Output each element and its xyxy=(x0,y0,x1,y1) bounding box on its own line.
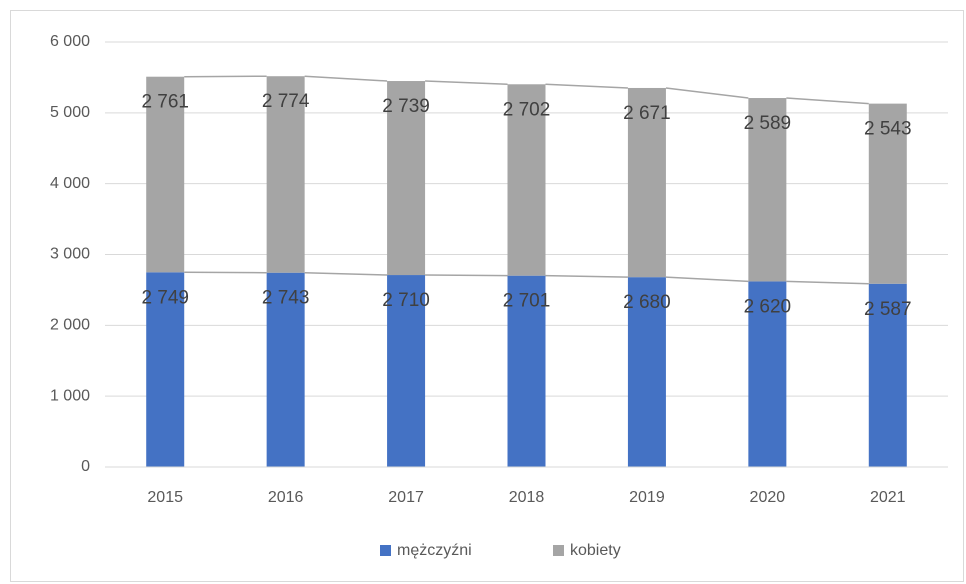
x-tick-label: 2018 xyxy=(509,489,545,506)
bar xyxy=(387,81,426,276)
value-label: 2 774 xyxy=(262,91,310,112)
x-tick-label: 2017 xyxy=(388,489,424,506)
value-label: 2 671 xyxy=(623,103,671,124)
series-line xyxy=(425,274,508,277)
y-tick-label: 4 000 xyxy=(50,175,90,192)
series-line xyxy=(665,276,749,283)
series-line xyxy=(786,97,869,105)
y-tick-label: 3 000 xyxy=(50,246,90,263)
value-label: 2 543 xyxy=(864,119,912,140)
x-tick-label: 2016 xyxy=(268,489,304,506)
value-label: 2 749 xyxy=(141,287,189,308)
legend-label: kobiety xyxy=(570,542,621,559)
legend-swatch xyxy=(380,545,391,556)
bar xyxy=(627,87,666,278)
bar xyxy=(748,98,787,282)
bar xyxy=(868,103,907,284)
bar xyxy=(748,281,787,467)
bar xyxy=(868,283,907,467)
x-tick-label: 2019 xyxy=(629,489,665,506)
series-line xyxy=(786,280,869,285)
series-line xyxy=(545,274,628,278)
bar xyxy=(146,76,185,273)
x-tick-label: 2015 xyxy=(147,489,183,506)
y-tick-label: 2 000 xyxy=(50,317,90,334)
value-label: 2 702 xyxy=(503,99,551,120)
series-line xyxy=(665,87,749,99)
bar xyxy=(266,76,305,273)
value-label: 2 680 xyxy=(623,292,671,313)
legend-swatch xyxy=(553,545,564,556)
value-label: 2 761 xyxy=(141,92,189,113)
y-tick-label: 5 000 xyxy=(50,104,90,121)
legend-label: mężczyźni xyxy=(397,542,472,559)
value-label: 2 743 xyxy=(262,288,310,309)
y-tick-label: 0 xyxy=(81,458,90,475)
value-label: 2 589 xyxy=(744,113,792,134)
x-tick-label: 2020 xyxy=(750,489,786,506)
x-tick-label: 2021 xyxy=(870,489,906,506)
value-label: 2 739 xyxy=(382,96,430,117)
series-line xyxy=(304,75,388,82)
y-tick-label: 6 000 xyxy=(50,33,90,50)
bar xyxy=(387,275,426,467)
value-label: 2 710 xyxy=(382,290,430,311)
value-label: 2 620 xyxy=(744,296,792,317)
value-label: 2 701 xyxy=(503,291,551,312)
y-tick-label: 1 000 xyxy=(50,387,90,404)
series-line xyxy=(545,83,628,89)
bar xyxy=(507,275,546,467)
bar xyxy=(146,272,185,467)
bar xyxy=(266,272,305,467)
bar xyxy=(507,84,546,276)
series-line xyxy=(425,80,508,86)
bar xyxy=(627,277,666,467)
value-label: 2 587 xyxy=(864,299,912,320)
series-line xyxy=(304,271,388,276)
